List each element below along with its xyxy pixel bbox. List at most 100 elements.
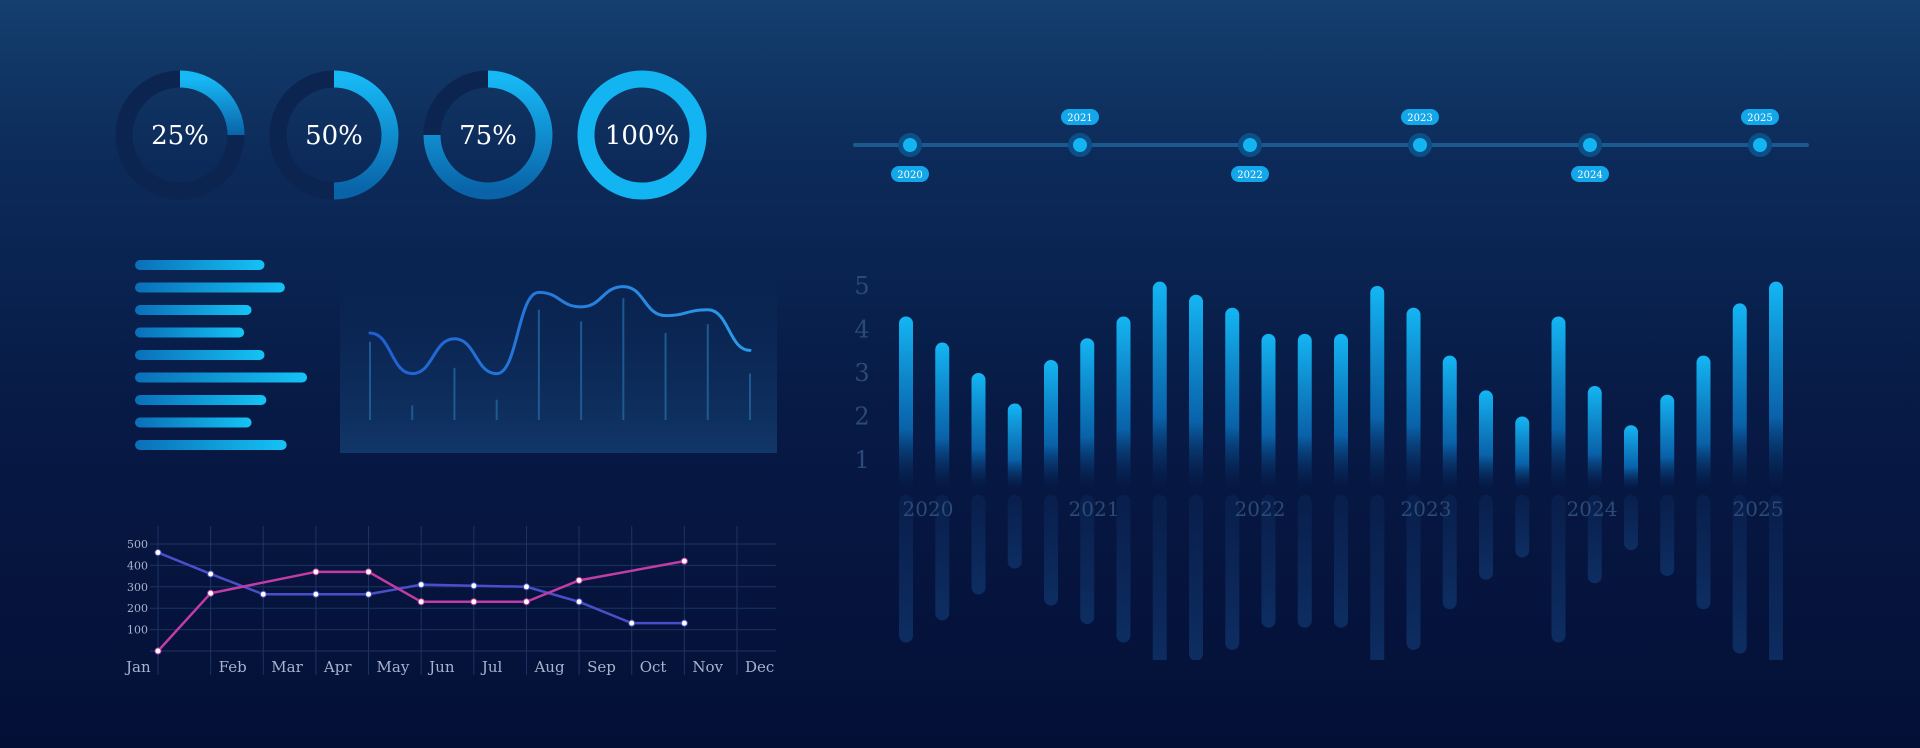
donut-gauge-100: 100% [577,70,707,200]
timeline-year-label: 2021 [1067,113,1092,124]
horizontal-bar [135,305,252,315]
x-tick-label: May [377,658,410,676]
horizontal-bar [135,372,308,383]
timeline-year-label: 2024 [1577,170,1602,181]
donut-gauge-75: 75% [423,70,553,200]
series-point [207,570,215,578]
vertical-bar-reflection [1297,495,1312,628]
y-tick-label: 3 [854,359,869,387]
vertical-bar-reflection [1152,495,1167,660]
donut-gauge-50: 50% [269,70,399,200]
vertical-bar [1007,403,1022,490]
series-point [470,598,478,606]
vertical-bar [1515,416,1530,490]
vertical-bar-reflection [935,495,950,621]
series-point [522,598,530,606]
donut-label: 50% [305,121,363,151]
vertical-bar [899,316,913,490]
vertical-bar-reflection [1406,495,1421,650]
timeline-pill [1061,109,1099,125]
vertical-bar [1225,307,1240,490]
series-point [680,557,688,565]
y-tick-label: 100 [127,624,148,637]
x-tick-label: Dec [745,658,774,676]
timeline-node [1583,138,1597,152]
horizontal-bar [135,327,245,338]
series-point [365,590,373,598]
series-point [522,583,530,591]
horizontal-bar [135,350,265,360]
x-tick-label: Apr [323,658,352,676]
vertical-bar [1551,316,1566,490]
timeline-pill [1401,109,1439,125]
vertical-bar [935,342,950,490]
vertical-bar-reflection [1189,495,1203,660]
vertical-bar-reflection [1551,495,1566,643]
timeline-year-label: 2023 [1407,113,1432,124]
donut-arc [577,70,707,200]
series-point [417,581,425,589]
timeline-node [1753,138,1767,152]
vertical-bar [1660,394,1675,490]
x-year-label: 2024 [1567,497,1618,521]
timeline-pill [1741,109,1779,125]
timeline-pill [1571,166,1609,182]
series-point [680,619,688,627]
x-tick-label: Nov [692,658,723,676]
wave-panel [340,255,777,453]
timeline-year-label: 2020 [897,170,922,181]
vertical-bar-reflection [971,495,986,595]
donut-gauge-25: 25% [115,70,245,200]
timeline-pill [891,166,929,182]
vertical-bar [1406,307,1421,490]
horizontal-bar [135,395,267,405]
y-tick-label: 500 [127,538,148,551]
x-year-label: 2025 [1733,497,1784,521]
series-point [470,582,478,590]
x-year-label: 2022 [1235,497,1286,521]
x-tick-label: Oct [640,658,667,676]
vertical-bar [1297,333,1312,490]
series-point [154,549,162,557]
monthly-line-chart: 100 200 300 400 500 Jan Feb Mar Apr May Jun Jul Aug S… [124,526,776,676]
horizontal-bar [135,282,285,293]
vertical-bar [971,373,986,490]
vertical-bar-reflection [1479,495,1493,580]
timeline-node [1413,138,1427,152]
series-point [312,568,320,576]
horizontal-bar [135,440,287,450]
vertical-bar [1044,359,1058,490]
vertical-bar-reflection [1225,495,1240,650]
donut-gauges: 25% 50% 75% 100% [115,70,707,200]
horizontal-bar [135,260,265,270]
vertical-bar-reflection [1334,495,1348,628]
timeline-node [903,138,917,152]
vertical-bar-reflection [1044,495,1058,606]
x-tick-label: Sep [587,658,616,676]
vertical-bar-reflection [1660,495,1675,576]
timeline-node [1243,138,1257,152]
x-tick-label: Jan [124,658,151,676]
vertical-bar-reflection [1732,495,1747,654]
y-tick-label: 5 [854,272,869,300]
vertical-bar [1479,390,1493,490]
x-tick-label: Aug [533,658,564,676]
vertical-bar [1769,281,1783,490]
vertical-bar-reflection [1116,495,1131,643]
timeline-year-label: 2025 [1747,113,1772,124]
horizontal-bar-list [135,260,308,450]
x-tick-label: Jul [480,658,503,676]
year-timeline: 2020 2021 2022 2023 2024 2025 [853,109,1809,182]
x-tick-label: Mar [271,658,303,676]
vertical-bar-reflection [1261,495,1276,628]
vertical-bar-reflection [1587,495,1602,584]
vertical-bar-reflection [1624,495,1638,551]
vertical-bar-reflection [1007,495,1022,569]
donut-arc [333,70,399,200]
x-tick-label: Feb [219,658,247,676]
wave-line [368,285,752,376]
series-point [259,590,267,598]
x-year-label: 2021 [1069,497,1120,521]
wave-line-chart [340,255,777,453]
vertical-bar [1624,425,1638,490]
